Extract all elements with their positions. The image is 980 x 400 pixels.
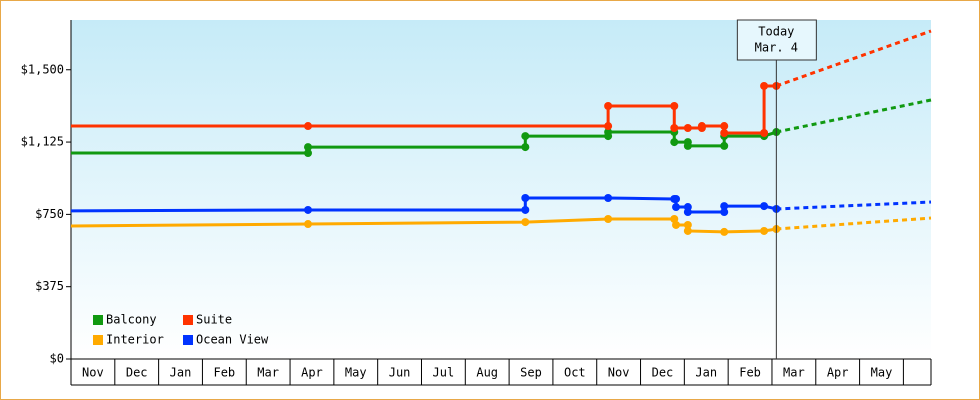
x-tick-label: May — [871, 366, 893, 380]
point — [670, 102, 679, 111]
point — [304, 220, 313, 229]
x-tick-label: Sep — [520, 366, 542, 380]
x-tick-label: May — [345, 366, 367, 380]
point — [683, 123, 692, 132]
annotation-box — [736, 19, 817, 61]
x-tick-label: Dec — [126, 366, 148, 380]
x-tick-label: Aug — [476, 366, 498, 380]
point — [604, 122, 613, 131]
x-tick-label: Nov — [82, 366, 104, 380]
x-tick-label: Dec — [652, 366, 674, 380]
x-tick-label: Mar — [257, 366, 279, 380]
point — [521, 218, 530, 227]
point — [697, 122, 706, 131]
point — [720, 208, 729, 217]
point — [720, 129, 729, 137]
y-tick-label: $375 — [35, 279, 64, 293]
point — [672, 194, 681, 203]
x-tick-label: Jul — [433, 366, 455, 380]
point — [683, 220, 692, 229]
annotation-text: Mar. 4 — [755, 41, 798, 55]
legend-label: Suite — [196, 313, 232, 327]
point — [604, 102, 613, 111]
point — [521, 193, 530, 202]
point — [672, 203, 681, 212]
x-tick-label: Feb — [213, 366, 235, 380]
point — [670, 123, 679, 132]
legend-swatch — [183, 335, 193, 345]
point — [521, 132, 530, 141]
point — [604, 193, 613, 202]
y-tick-label: $1,500 — [21, 62, 64, 76]
legend-label: Interior — [106, 333, 164, 347]
point — [521, 205, 530, 214]
point — [604, 128, 613, 137]
legend-swatch — [183, 315, 193, 325]
point — [304, 149, 313, 158]
x-tick-label: Apr — [301, 366, 323, 380]
y-tick-label: $750 — [35, 207, 64, 221]
marks — [70, 29, 932, 236]
forecast-line — [775, 29, 932, 88]
x-tick-label: Feb — [739, 366, 761, 380]
annotation-text: Today — [758, 25, 794, 39]
point — [760, 226, 769, 235]
x-tick-label: Jan — [170, 366, 192, 380]
point — [760, 129, 769, 137]
y-tick-label: $0 — [50, 352, 64, 366]
plot-area — [71, 20, 931, 359]
point — [720, 202, 729, 211]
legend-swatch — [93, 315, 103, 325]
point — [670, 138, 679, 147]
x-tick-label: Oct — [564, 366, 586, 380]
y-tick-label: $1,125 — [21, 135, 64, 149]
point — [304, 205, 313, 214]
x-tick-label: Mar — [783, 366, 805, 380]
legend-swatch — [93, 335, 103, 345]
point — [304, 143, 313, 152]
x-tick-label: Nov — [608, 366, 630, 380]
x-tick-label: Jan — [695, 366, 717, 380]
point — [604, 215, 613, 224]
point — [521, 143, 530, 152]
point — [760, 81, 769, 90]
point — [720, 227, 729, 236]
x-tick-label: Jun — [389, 366, 411, 380]
point — [683, 141, 692, 150]
point — [720, 141, 729, 150]
point — [683, 226, 692, 235]
legend-label: Balcony — [106, 313, 157, 327]
point — [720, 122, 729, 131]
forecast-line — [776, 216, 932, 231]
legend-label: Ocean View — [196, 333, 269, 347]
x-tick-label: Apr — [827, 366, 849, 380]
point — [304, 122, 313, 131]
point — [672, 220, 681, 229]
forecast-line — [776, 200, 932, 211]
point — [683, 208, 692, 217]
point — [760, 202, 769, 211]
